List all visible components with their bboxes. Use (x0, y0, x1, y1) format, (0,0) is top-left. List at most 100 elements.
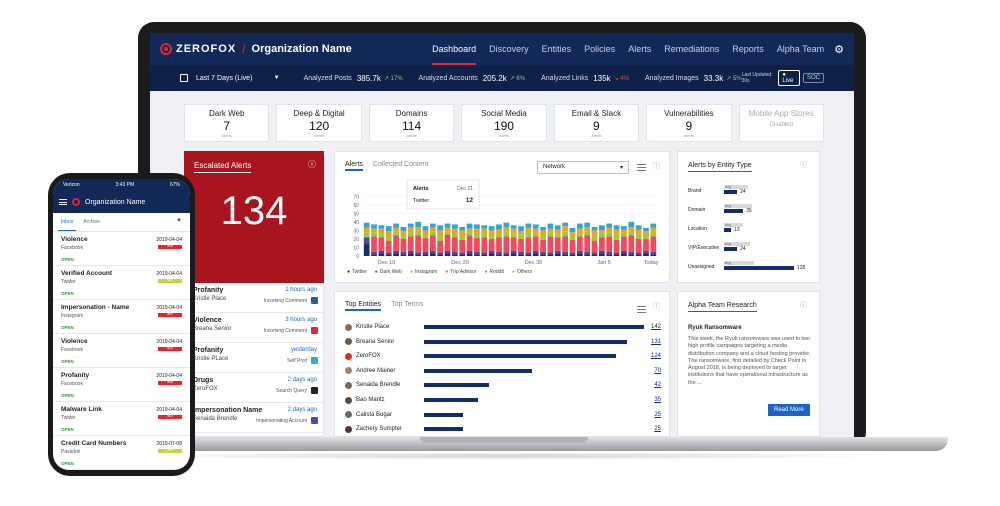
entity-count[interactable]: 25 (654, 411, 661, 418)
network-select[interactable]: Network ▾ (537, 161, 629, 174)
card-email-slack[interactable]: Email & Slack 9 Alerts (553, 104, 640, 142)
alert-status: OPEN (61, 461, 74, 466)
escalated-item[interactable]: Violence Breana Senior 3 hours ago Incoming… (185, 313, 323, 343)
bar-segment (363, 237, 370, 245)
phone-alert-item[interactable]: Credit Card Numbers Pastebin OPEN 2019-07-0… (53, 436, 190, 470)
nav-alpha-team[interactable]: Alpha Team (776, 44, 825, 54)
top-entity-row[interactable]: Breana Senior 131 (345, 337, 661, 347)
legend-item[interactable]: Instagram (410, 269, 437, 275)
escalated-item[interactable]: Profanity Kristle PLace yesterday Self Post (185, 343, 323, 373)
entity-count[interactable]: 124 (650, 353, 661, 360)
alert-source: Impersonating Account (256, 418, 307, 424)
info-icon[interactable]: ⓘ (800, 162, 807, 169)
nav-dashboard[interactable]: Dashboard (432, 33, 477, 65)
phone-alert-item[interactable]: Malware Link Twitter OPEN 2019-04-04 HIGH (53, 402, 190, 436)
bar-segment (407, 223, 414, 227)
legend-item[interactable]: Reddit (484, 269, 503, 275)
bar-segment (562, 226, 568, 232)
entity-type-row[interactable]: VIP/Executive Avg 24 (688, 242, 813, 254)
phone-alert-item[interactable]: Violence Facebook OPEN 2019-04-04 HIGH (53, 334, 190, 368)
legend-item[interactable]: Dark Web (375, 269, 402, 275)
phone-alert-item[interactable]: Violence Facebook OPEN 2019-04-04 HIGH (53, 232, 190, 266)
tab-inbox[interactable]: Inbox (57, 219, 77, 231)
read-more-button[interactable]: Read More (768, 404, 810, 416)
info-icon[interactable]: ⓘ (653, 303, 660, 310)
menu-icon[interactable] (637, 164, 646, 171)
escalated-item[interactable]: Profanity Kristle Place 1 hours ago Incomin… (185, 283, 323, 313)
entity-type-row[interactable]: Unassigned Avg 128 (688, 261, 813, 273)
card-domains[interactable]: Domains 114 Alerts (368, 104, 455, 142)
nav-reports[interactable]: Reports (732, 44, 764, 54)
alert-date: 2019-04-04 (156, 339, 182, 345)
bar-segment (363, 244, 370, 256)
hamburger-icon[interactable] (59, 199, 67, 205)
bar-segment (481, 252, 488, 255)
phone-alert-item[interactable]: Profanity Facebook OPEN 2019-04-04 HIGH (53, 368, 190, 402)
nav-entities[interactable]: Entities (541, 44, 572, 54)
top-entity-row[interactable]: Senaida Brendle 42 (345, 380, 661, 390)
escalated-item[interactable]: Impersonation Name Senaida Brendle 2 days … (185, 403, 323, 433)
tab-archive[interactable]: Archive (83, 219, 100, 225)
card-mobile-app-stores[interactable]: Mobile App Stores Disabled (738, 104, 824, 142)
gear-icon[interactable]: ⚙ (834, 43, 844, 56)
top-entity-row[interactable]: Andree Mainer 70 (345, 366, 661, 376)
escalated-item[interactable]: Drugs ZeroFOX 2 days ago Search Query (185, 373, 323, 403)
legend-item[interactable]: Trip Advisor (445, 269, 476, 275)
entity-type-row[interactable]: Location Avg 13 (688, 223, 813, 235)
entity-count[interactable]: 70 (654, 367, 661, 374)
top-entity-row[interactable]: Zachery Sumpter 25 (345, 424, 661, 434)
nav-policies[interactable]: Policies (584, 44, 616, 54)
entity-type-row[interactable]: Brand Avg 24 (688, 185, 813, 197)
top-entity-row[interactable]: ZeroFOX 124 (345, 351, 661, 361)
escalated-alerts-header[interactable]: Escalated Alerts ⓘ 134 (184, 151, 324, 283)
card-title: Deep & Digital (293, 109, 345, 118)
top-entity-row[interactable]: Calista Bogar 25 (345, 410, 661, 420)
info-icon[interactable]: ⓘ (653, 163, 660, 170)
alert-status: OPEN (61, 427, 74, 432)
nav-alerts[interactable]: Alerts (628, 44, 652, 54)
bar-segment (635, 225, 642, 230)
card-deep-digital[interactable]: Deep & Digital 120 Alerts (276, 104, 362, 142)
tab-alerts[interactable]: Alerts (345, 161, 363, 171)
tab-top-terms[interactable]: Top Terms (391, 301, 424, 308)
legend-item[interactable]: Others (512, 269, 532, 275)
live-toggle[interactable]: ● Live (778, 70, 800, 86)
nav-remediations[interactable]: Remediations (664, 44, 720, 54)
brand-logo[interactable]: ZEROFOX (160, 43, 236, 55)
entity-count[interactable]: 35 (654, 397, 661, 403)
legend-item[interactable]: Twitter (347, 269, 367, 275)
entity-count[interactable]: 142 (650, 324, 661, 330)
bar-segment (466, 235, 473, 251)
soc-toggle[interactable]: SOC (802, 73, 824, 83)
bar-segment (452, 232, 458, 238)
entity-count[interactable]: 25 (654, 426, 661, 433)
info-icon[interactable]: ⓘ (308, 160, 316, 169)
filter-icon[interactable]: ▼ (176, 218, 182, 224)
alerts-bar-chart: 0 10 20 30 40 50 60 70 Dec 10 Dec 20 Dec 30 Jan 5 To… (353, 179, 659, 266)
entity-type-count: 35 (746, 208, 752, 214)
escalated-item[interactable]: Risky Mobile AppZeroFOX2 days agoMobile … (185, 433, 323, 437)
menu-icon[interactable] (637, 306, 646, 313)
value-bar (724, 190, 738, 194)
nav-discovery[interactable]: Discovery (489, 44, 529, 54)
bar-segment (481, 237, 488, 253)
info-icon[interactable]: ⓘ (800, 302, 807, 309)
bar-segment (569, 232, 576, 236)
entity-count[interactable]: 42 (654, 382, 661, 389)
tab-collected-content[interactable]: Collected Content (372, 161, 429, 168)
alert-platform: Facebook (61, 245, 83, 251)
analyzed-stats: Analyzed Posts 385.7k ↗ 17% Analyzed Accoun… (288, 74, 742, 83)
card-vulnerabilities[interactable]: Vulnerabilities 9 Alerts (646, 104, 732, 142)
top-entity-row[interactable]: Kristle Place 142 (345, 322, 661, 332)
card-dark-web[interactable]: Dark Web 7 Alerts (184, 104, 270, 142)
card-social-media[interactable]: Social Media 190 Alerts (461, 104, 547, 142)
phone-alert-item[interactable]: Verified Account Twitter OPEN 2019-04-04 MED (53, 266, 190, 300)
nav-links: Dashboard Discovery Entities Policies Alerts… (432, 33, 824, 65)
top-entity-row[interactable]: Bao Mantz 35 (345, 395, 661, 405)
entity-count[interactable]: 131 (650, 338, 661, 345)
bar-segment (385, 240, 392, 253)
date-range-select[interactable]: Last 7 Days (Live) ▼ (180, 74, 288, 82)
entity-type-row[interactable]: Domain Avg 35 (688, 204, 813, 216)
phone-alert-item[interactable]: Impersonation - Name Instagram OPEN 2019-04… (53, 300, 190, 334)
tab-top-entities[interactable]: Top Entities (345, 301, 382, 311)
